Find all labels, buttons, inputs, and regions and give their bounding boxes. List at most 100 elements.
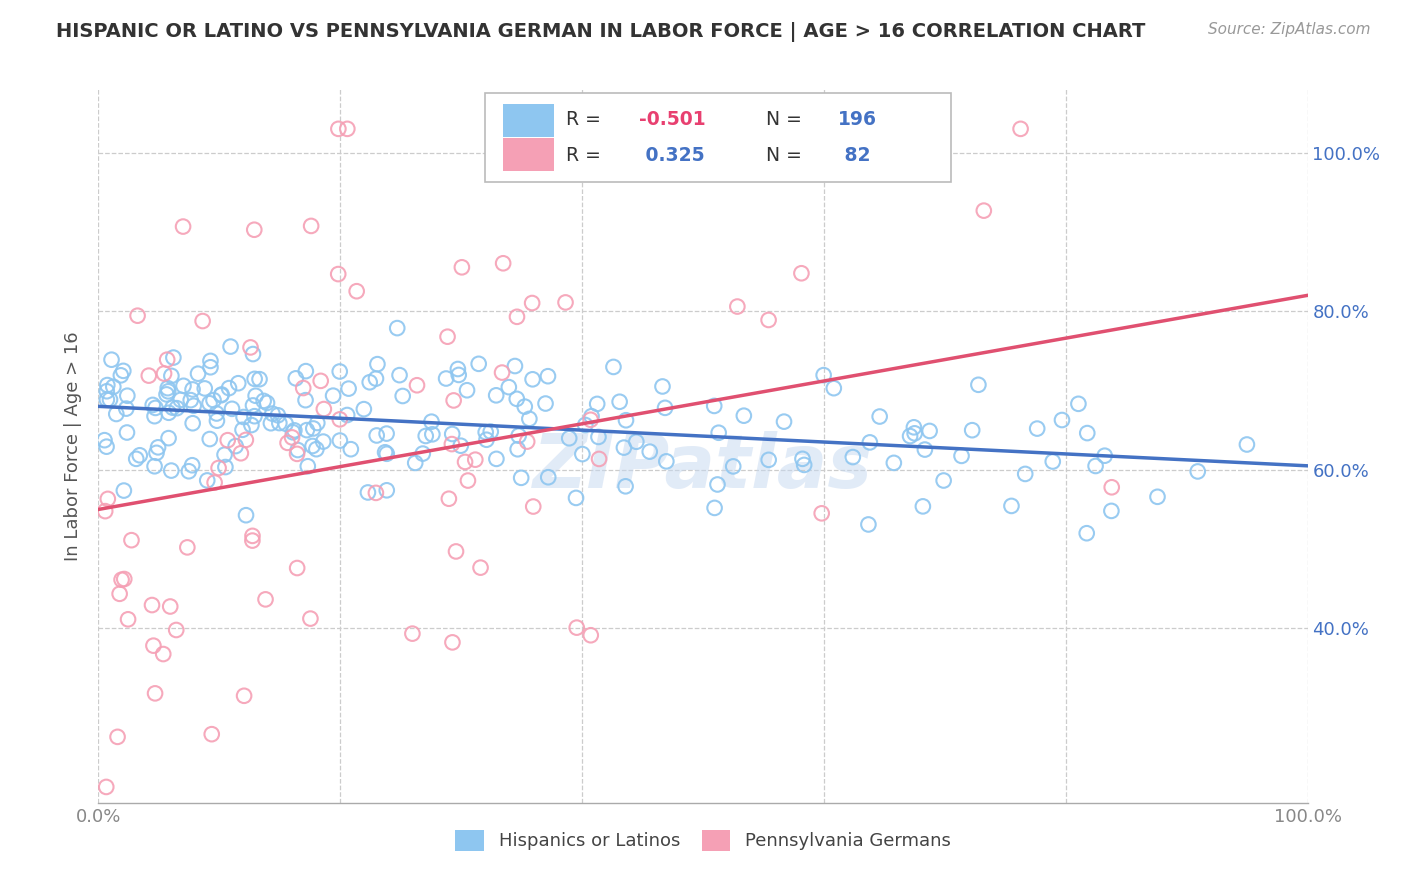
Point xyxy=(655,454,678,468)
Point xyxy=(758,313,780,327)
Point xyxy=(107,730,129,744)
Point xyxy=(401,626,423,640)
Point xyxy=(571,447,593,461)
Point xyxy=(166,401,188,416)
Point xyxy=(485,451,508,466)
Point xyxy=(792,451,814,466)
Point xyxy=(312,434,335,449)
Point xyxy=(626,434,648,449)
Point xyxy=(108,587,131,601)
Point xyxy=(328,267,350,281)
Point xyxy=(790,266,813,280)
Point xyxy=(152,647,174,661)
Point xyxy=(242,533,264,548)
Point xyxy=(588,430,610,444)
Point xyxy=(447,362,470,376)
Point xyxy=(245,389,267,403)
Point xyxy=(733,409,755,423)
Point xyxy=(1146,490,1168,504)
Point xyxy=(243,409,266,424)
Point xyxy=(918,424,941,438)
Point xyxy=(464,452,486,467)
Point xyxy=(609,394,631,409)
Point xyxy=(565,621,588,635)
Point xyxy=(145,446,167,460)
Point xyxy=(204,475,226,490)
Point xyxy=(105,407,128,421)
Point xyxy=(277,435,299,450)
Point xyxy=(950,449,973,463)
Point xyxy=(558,431,581,445)
Point xyxy=(322,389,344,403)
Point xyxy=(579,628,602,642)
Point xyxy=(492,256,515,270)
Point xyxy=(243,223,266,237)
Point xyxy=(479,425,502,439)
Point xyxy=(269,416,291,430)
Point xyxy=(159,599,181,614)
Point xyxy=(100,352,122,367)
Point xyxy=(307,416,329,430)
Point xyxy=(470,560,492,574)
Point xyxy=(967,377,990,392)
Point xyxy=(142,398,165,412)
Point xyxy=(256,396,278,410)
Point xyxy=(221,401,243,416)
Point xyxy=(110,368,132,383)
Point xyxy=(898,429,921,443)
Point xyxy=(574,417,596,432)
Point xyxy=(588,452,610,467)
Point xyxy=(299,219,322,233)
Point xyxy=(231,423,253,437)
Point xyxy=(302,421,325,435)
Point xyxy=(187,367,209,381)
Point xyxy=(810,506,832,520)
Point xyxy=(579,413,602,427)
Point xyxy=(388,368,411,383)
Point xyxy=(1014,467,1036,481)
Point xyxy=(309,374,332,388)
Point xyxy=(567,121,589,136)
Point xyxy=(1067,397,1090,411)
Point xyxy=(366,428,388,442)
Point xyxy=(441,635,464,649)
Point xyxy=(243,372,266,386)
Point xyxy=(513,400,536,414)
Point xyxy=(404,456,426,470)
Point xyxy=(329,412,352,426)
Point xyxy=(340,442,363,457)
Point xyxy=(198,432,221,446)
Point xyxy=(145,401,167,415)
Point xyxy=(295,423,318,437)
Point xyxy=(160,368,183,383)
Point xyxy=(156,381,179,395)
Text: 0.325: 0.325 xyxy=(638,146,704,165)
Text: 196: 196 xyxy=(838,111,877,129)
Point xyxy=(157,431,180,445)
Point xyxy=(103,380,125,394)
Point xyxy=(207,461,229,475)
Point xyxy=(522,372,544,386)
Point xyxy=(226,376,249,391)
Point xyxy=(534,396,557,410)
Text: R =: R = xyxy=(567,111,607,129)
Point xyxy=(209,388,232,402)
Point xyxy=(295,364,318,378)
Point xyxy=(1094,449,1116,463)
Point xyxy=(412,447,434,461)
Point xyxy=(180,393,202,408)
Point xyxy=(450,439,472,453)
Point xyxy=(475,433,498,447)
Point xyxy=(328,121,350,136)
Point xyxy=(202,393,225,408)
Point xyxy=(157,384,180,399)
Point xyxy=(242,399,264,413)
Point xyxy=(434,371,457,385)
Point xyxy=(127,309,149,323)
Point xyxy=(391,389,413,403)
Point xyxy=(725,300,748,314)
Point xyxy=(506,442,529,457)
Point xyxy=(98,392,121,407)
Point xyxy=(813,368,835,383)
Point xyxy=(883,456,905,470)
